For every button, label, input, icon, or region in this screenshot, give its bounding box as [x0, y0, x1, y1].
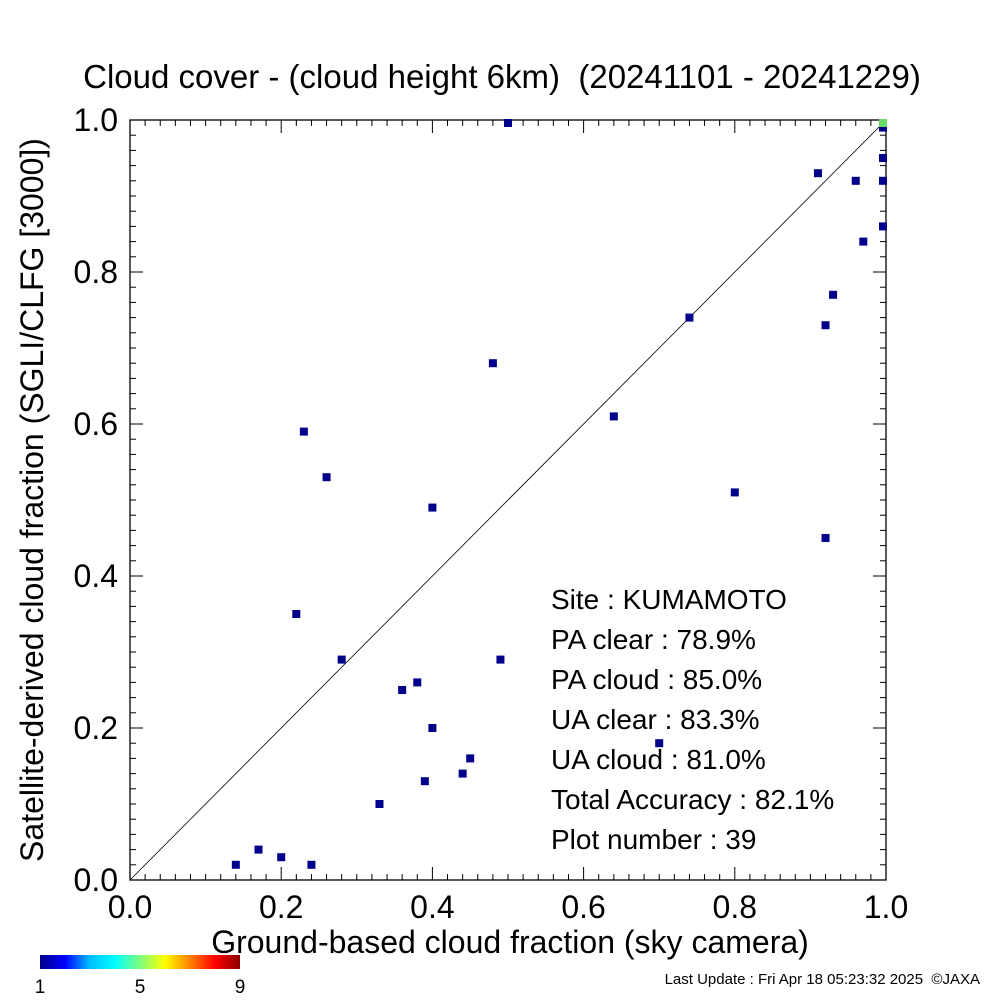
- data-point: [829, 290, 838, 299]
- data-point: [428, 503, 437, 512]
- data-point: [466, 754, 475, 763]
- data-point: [821, 321, 830, 330]
- data-point: [337, 655, 346, 664]
- reference-diagonal-line: [129, 119, 887, 881]
- x-tick-label: 0.8: [713, 889, 757, 925]
- data-point: [420, 777, 429, 786]
- x-axis-label: Ground-based cloud fraction (sky camera): [211, 924, 809, 960]
- data-point: [821, 534, 830, 542]
- data-point: [458, 769, 467, 778]
- colorbar-tick-label: 9: [235, 977, 246, 998]
- y-tick-label: 0.2: [74, 710, 118, 746]
- data-point: [879, 119, 887, 127]
- data-point: [730, 488, 739, 497]
- data-point: [879, 222, 887, 231]
- data-point: [322, 473, 331, 482]
- data-point: [231, 860, 240, 869]
- x-tick-label: 0.4: [410, 889, 454, 925]
- y-tick-label: 0.8: [74, 254, 118, 290]
- data-points: [231, 119, 887, 869]
- stats-line: Plot number : 39: [551, 824, 756, 855]
- data-point: [879, 154, 887, 162]
- stats-line: UA clear : 83.3%: [551, 704, 760, 735]
- stats-line: UA cloud : 81.0%: [551, 744, 766, 775]
- y-axis-label: Satellite-derived cloud fraction (SGLI/C…: [14, 138, 50, 862]
- data-point: [685, 313, 694, 322]
- data-point: [413, 678, 422, 687]
- x-tick-label: 0.0: [108, 889, 152, 925]
- y-tick-label: 0.4: [74, 558, 118, 594]
- stats-box: Site : KUMAMOTO PA clear : 78.9% PA cloud …: [551, 584, 834, 855]
- data-point: [277, 853, 286, 862]
- data-point: [851, 176, 860, 185]
- colorbar: 1 5 9: [35, 955, 246, 998]
- data-point: [879, 176, 887, 185]
- data-point: [859, 237, 868, 246]
- last-update-text: Last Update : Fri Apr 18 05:23:32 2025 ©…: [665, 971, 980, 988]
- stats-line: PA clear : 78.9%: [551, 624, 756, 655]
- x-tick-label: 0.6: [561, 889, 605, 925]
- x-tick-label: 1.0: [864, 889, 908, 925]
- x-tick-label: 0.2: [259, 889, 303, 925]
- data-point: [428, 724, 437, 732]
- data-point: [496, 655, 505, 664]
- data-point: [292, 610, 301, 618]
- stats-line: Total Accuracy : 82.1%: [551, 784, 834, 815]
- data-point: [655, 739, 664, 748]
- data-point: [307, 860, 316, 869]
- stats-line: Site : KUMAMOTO: [551, 584, 787, 615]
- data-point: [609, 412, 618, 421]
- data-point: [254, 845, 263, 854]
- colorbar-tick-label: 5: [135, 977, 146, 998]
- data-point: [879, 123, 887, 132]
- data-point: [299, 427, 308, 436]
- data-point: [813, 169, 822, 178]
- colorbar-scale: [40, 955, 240, 969]
- stats-line: PA cloud : 85.0%: [551, 664, 762, 695]
- data-point: [488, 359, 497, 368]
- data-point: [504, 119, 512, 127]
- y-tick-label: 0.6: [74, 406, 118, 442]
- data-point: [375, 800, 384, 808]
- y-tick-label: 0.0: [74, 862, 118, 898]
- y-tick-label: 1.0: [74, 102, 118, 138]
- colorbar-tick-label: 1: [35, 977, 46, 998]
- data-point: [398, 686, 407, 694]
- chart-title: Cloud cover - (cloud height 6km) (202411…: [83, 58, 921, 95]
